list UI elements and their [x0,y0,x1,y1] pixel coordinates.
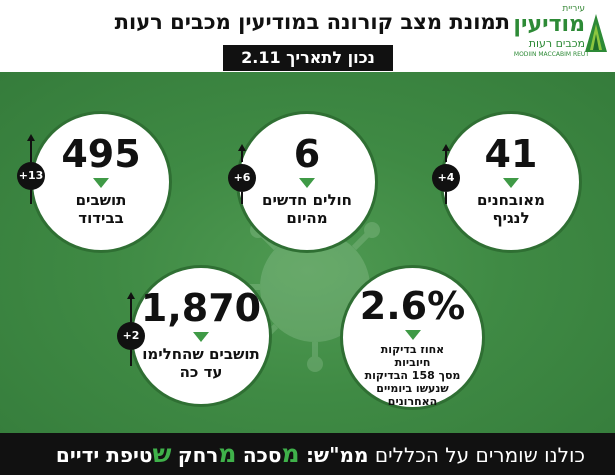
stat-new-cases-change: +6 [228,164,256,192]
stat-recovered-value: 1,870 [140,286,262,330]
arrow-tail-icon [130,350,132,366]
arrow-up-icon [130,298,132,322]
footer-banner: כולנו שומרים על הכללים ממ"ש: מסכה מרחק ש… [0,433,615,475]
stat-confirmed-label-1: מאובחנים [476,191,546,209]
footer-word-2: רחק [177,443,219,467]
stat-recovered: 1,870 תושבים שהחלימו עד כה [130,265,272,407]
arrow-tail-icon [445,192,447,204]
footer-mmsh: ממ"ש: [305,443,369,467]
stat-isolation: 495 תושבים בבידוד [30,111,172,253]
stat-new-cases-label-2: מהיום [286,209,328,227]
logo-name: מודיעין [513,12,585,37]
triangle-down-icon [93,178,109,188]
arrow-head-icon [442,144,450,151]
stat-confirmed-value: 41 [484,132,538,176]
footer-letter-3: ש [152,439,172,468]
stat-new-cases-value: 6 [293,132,321,176]
municipality-logo: עיריית מודיעין מכבים רעות MODIIN MACCABI… [513,4,607,64]
footer-letter-1: מ [281,439,300,468]
footer-word-1: סכה [242,443,282,467]
stat-recovered-change: +2 [117,322,145,350]
footer-text: כולנו שומרים על הכללים ממ"ש: מסכה מרחק ש… [56,433,585,476]
stat-isolation-label-2: בבידוד [78,209,124,227]
arrow-head-icon [27,134,35,141]
logo-emblem-icon [585,14,607,52]
arrow-tail-icon [241,192,243,204]
arrow-tail-icon [30,190,32,204]
logo-english: MODIIN MACCABIM REUT [513,51,589,58]
stat-isolation-change: +13 [17,162,45,190]
arrow-up-icon [241,150,243,162]
logo-sub: מכבים רעות [528,37,585,50]
footer-letter-2: מ [218,439,237,468]
stat-new-cases: 6 חולים חדשים מהיום [236,111,378,253]
stat-isolation-value: 495 [61,132,141,176]
stat-positive-rate-value: 2.6% [359,284,466,328]
stat-positive-rate-line-4: האחרונים [387,395,438,408]
arrow-head-icon [127,292,135,299]
stat-positive-rate-line-1: אחוז בדיקות חיוביות [380,343,445,369]
stat-confirmed: 41 מאובחנים לנגיף [440,111,582,253]
stat-recovered-label-2: עד כה [179,363,223,381]
stat-confirmed-label-2: לנגיף [492,209,530,227]
arrow-up-icon [445,150,447,162]
stat-isolation-label-1: תושבים [75,191,127,209]
triangle-down-icon [503,178,519,188]
triangle-down-icon [299,178,315,188]
logo-prefix: עיריית [562,4,585,14]
stat-positive-rate-line-3: שנעשו ביומיים [376,382,449,395]
arrow-head-icon [238,144,246,151]
date-banner: נכון לתאריך 2.11 [223,45,393,71]
footer-intro: כולנו שומרים על הכללים [374,443,585,467]
triangle-down-icon [404,330,421,340]
stat-new-cases-label-1: חולים חדשים [262,191,352,209]
header: תמונת מצב קורונה במודיעין מכבים רעות נכו… [0,0,615,72]
stat-positive-rate: 2.6% אחוז בדיקות חיוביות מסך 158 הבדיקות… [340,265,485,410]
stat-recovered-label-1: תושבים שהחלימו [142,345,260,363]
footer-word-3: טיפת ידיים [55,443,153,467]
triangle-down-icon [193,332,209,342]
stat-confirmed-change: +4 [432,164,460,192]
arrow-up-icon [30,140,32,162]
page-title: תמונת מצב קורונה במודיעין מכבים רעות [114,10,510,34]
stat-positive-rate-line-2: מסך 158 הבדיקות [364,369,461,382]
